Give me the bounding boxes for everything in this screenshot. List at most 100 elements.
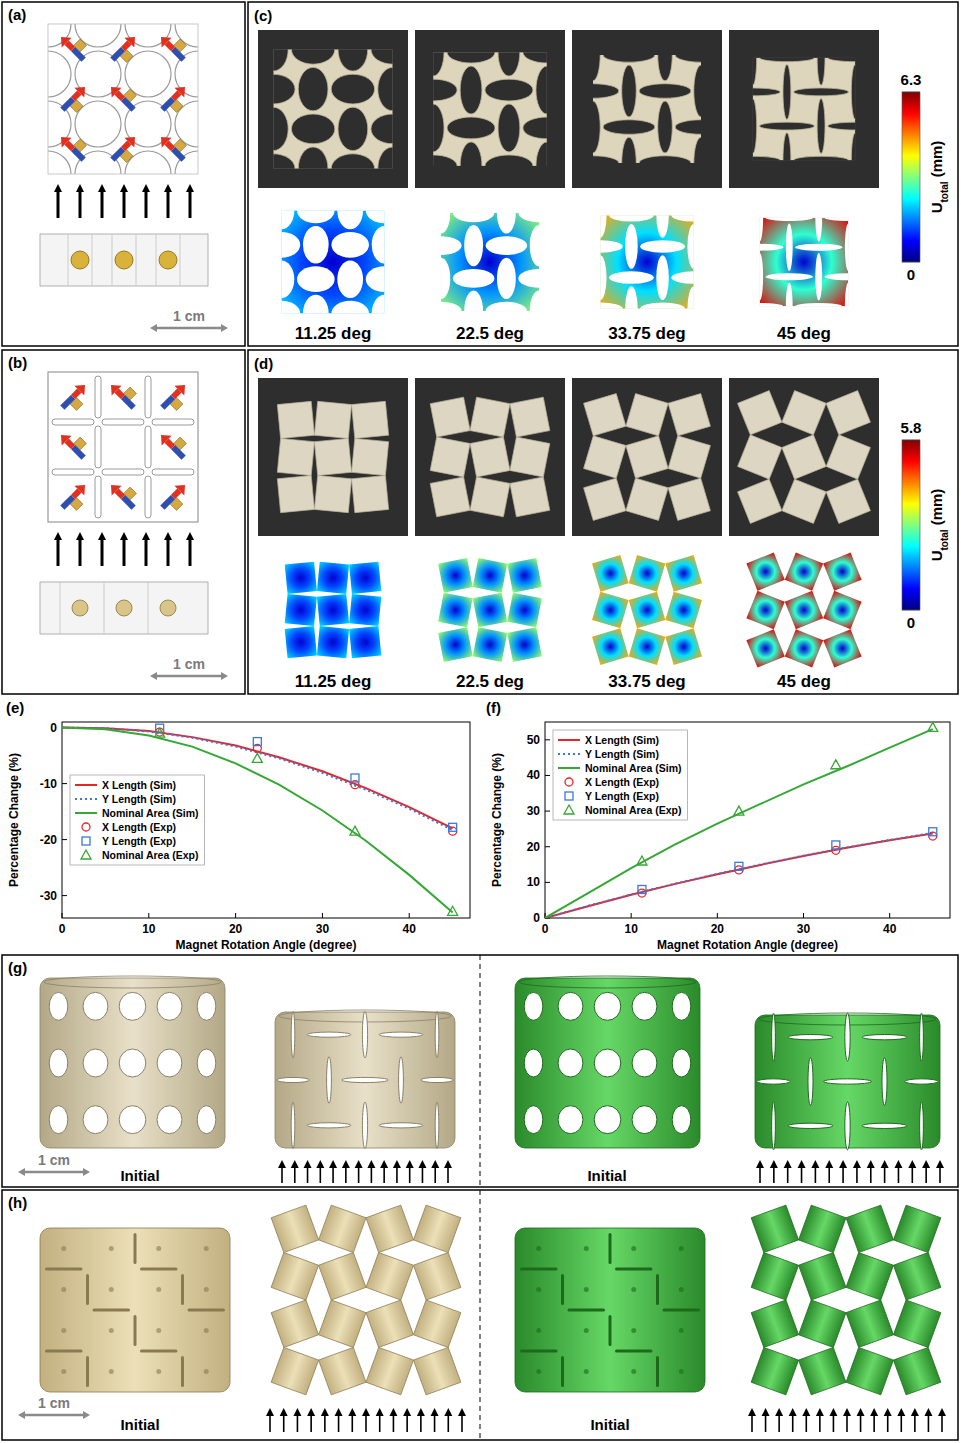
hole [759,58,814,62]
material [441,213,539,311]
colorbar-tick [902,262,920,263]
x-tick-label: 0 [542,922,549,936]
rotating-squares [738,391,871,524]
magnet-arrow [56,28,92,64]
magnet-dot [631,1246,636,1251]
angle-label: 22.5 deg [456,324,524,343]
hole [828,122,856,130]
y-tick-label: 40 [527,768,541,782]
legend-label: Nominal Area (Exp) [102,849,198,861]
hole [593,55,600,81]
angle-label: 45 deg [777,672,831,691]
caption: Initial [120,1416,159,1433]
hole [291,49,334,64]
arrow-tail [60,495,75,510]
legend-box [553,730,687,820]
hole [524,1106,543,1134]
field-arrow-head [762,1408,770,1416]
field-arrow [900,1415,902,1432]
field-arrow [765,1415,767,1432]
field-arrow [281,1167,283,1183]
field-arrow-head [936,1160,944,1168]
hole [672,1049,691,1077]
slit [95,376,101,418]
magnet-dot [631,1287,636,1292]
field-arrow-head [458,1408,466,1416]
magnet-dot [109,1287,114,1292]
field-arrow [898,1167,900,1183]
data-point [929,828,937,836]
hole [656,255,669,300]
square [271,1205,318,1252]
hole [671,215,693,221]
plot-area [545,722,938,918]
hole [291,114,334,144]
scale-bar-head [18,1411,25,1419]
panel-frame [2,955,958,1187]
square [271,1300,318,1347]
material [753,58,856,161]
square [314,401,351,438]
hole [433,52,444,76]
square [438,627,473,662]
legend-line [75,798,97,800]
field-arrow-head [784,1160,792,1168]
field-arrow-head [393,1160,401,1168]
series-line [62,728,453,913]
legend-label: X Length (Sim) [102,779,176,791]
field-arrow [57,191,60,218]
field-arrow-head [335,1408,343,1416]
cylinder-body [40,1228,230,1392]
hole [338,49,368,71]
data-point [155,728,165,737]
magnet-dot [156,1328,161,1333]
hole [119,992,146,1020]
square [626,436,668,478]
hole [83,992,108,1020]
field-arrow-head [164,184,172,192]
rotating-squares [430,397,550,517]
field-arrow [447,1415,449,1432]
rotating-squares [584,394,711,521]
magnet-dot [679,1369,684,1374]
hole [297,210,335,223]
field-arrow [294,1167,296,1183]
panel-label: (c) [254,7,272,24]
square [271,1253,318,1300]
slit [140,1268,178,1271]
field-arrow-head [829,1408,837,1416]
square [366,1347,413,1394]
magnet-dot [61,1287,66,1292]
y-tick [545,846,550,847]
hole [125,151,171,174]
hole [497,258,516,299]
field-arrow-head [857,1408,865,1416]
hole [125,51,171,97]
square [592,592,629,629]
field-arrow-head [938,1408,946,1416]
square [285,626,317,658]
x-tick-label: 40 [403,922,417,936]
hole [536,66,547,114]
hole [639,84,691,99]
slit [609,1233,612,1264]
hole [421,1077,454,1082]
square [366,1253,413,1300]
side-line [60,582,61,634]
square [738,391,782,435]
square [738,479,782,523]
side-magnet [72,600,88,616]
hole [795,244,843,251]
cylinder-slits [515,1228,705,1392]
magnet-dot [536,1328,541,1333]
y-tick-label: 0 [533,911,540,925]
field-arrow [320,1167,322,1183]
square [507,593,542,628]
colorbar-title: Utotal(mm) [928,489,950,562]
photo-background [572,30,722,188]
hole [273,107,288,150]
hole [694,65,701,117]
field-arrow [123,191,126,218]
field-arrow [167,539,170,566]
hole [371,114,393,144]
